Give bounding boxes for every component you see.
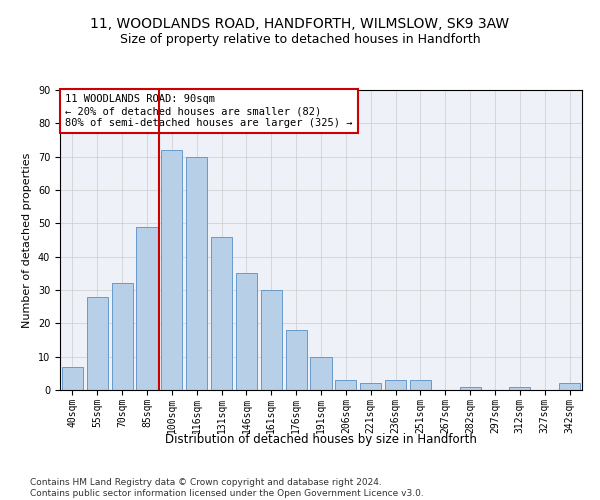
Bar [310, 356, 332, 390]
Bar [410, 380, 431, 390]
Bar [211, 236, 232, 390]
Bar [186, 156, 207, 390]
Text: 11 WOODLANDS ROAD: 90sqm
← 20% of detached houses are smaller (82)
80% of semi-d: 11 WOODLANDS ROAD: 90sqm ← 20% of detach… [65, 94, 353, 128]
Bar [236, 274, 257, 390]
Bar [335, 380, 356, 390]
Bar [559, 384, 580, 390]
Text: Contains HM Land Registry data © Crown copyright and database right 2024.
Contai: Contains HM Land Registry data © Crown c… [30, 478, 424, 498]
Bar [509, 386, 530, 390]
Text: Size of property relative to detached houses in Handforth: Size of property relative to detached ho… [119, 32, 481, 46]
Bar [136, 226, 158, 390]
Bar [161, 150, 182, 390]
Text: Distribution of detached houses by size in Handforth: Distribution of detached houses by size … [165, 432, 477, 446]
Bar [87, 296, 108, 390]
Bar [460, 386, 481, 390]
Text: 11, WOODLANDS ROAD, HANDFORTH, WILMSLOW, SK9 3AW: 11, WOODLANDS ROAD, HANDFORTH, WILMSLOW,… [91, 18, 509, 32]
Bar [261, 290, 282, 390]
Y-axis label: Number of detached properties: Number of detached properties [22, 152, 32, 328]
Bar [286, 330, 307, 390]
Bar [385, 380, 406, 390]
Bar [112, 284, 133, 390]
Bar [62, 366, 83, 390]
Bar [360, 384, 381, 390]
